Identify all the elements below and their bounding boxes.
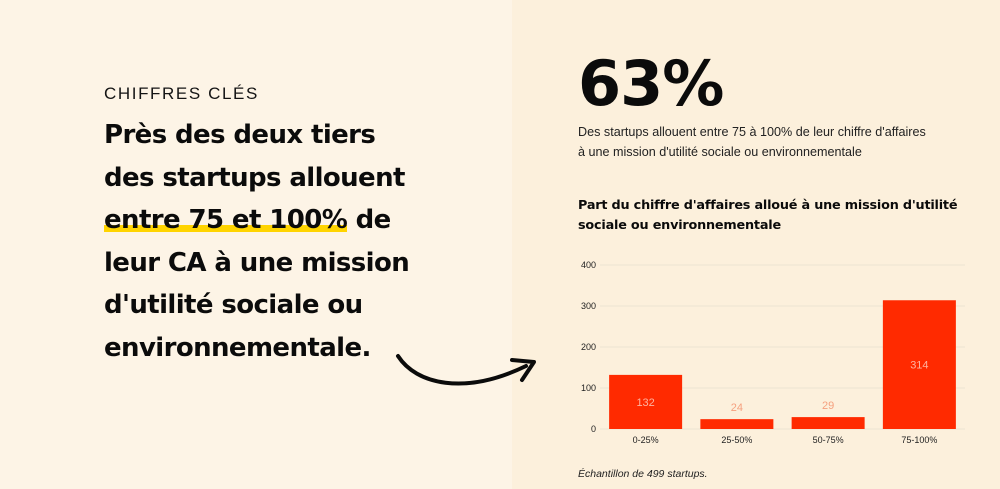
- headline-line-2: des startups allouent: [104, 162, 405, 193]
- bar-value-label: 132: [636, 397, 654, 409]
- left-panel: [0, 0, 512, 489]
- chart-title-line-2: sociale ou environnementale: [578, 218, 781, 233]
- chart-title-line-1: Part du chiffre d'affaires alloué à une …: [578, 198, 958, 213]
- bar-value-label: 24: [731, 402, 743, 414]
- headline: Près des deux tiers des startups allouen…: [104, 114, 434, 369]
- y-tick-label: 200: [581, 342, 596, 352]
- headline-highlight: entre 75 et 100%: [104, 205, 348, 235]
- headline-line-3-rest: de: [347, 205, 392, 235]
- bar: [700, 419, 774, 429]
- curved-arrow-right-icon: [396, 354, 536, 386]
- bar: [609, 374, 683, 429]
- y-tick-label: 100: [581, 383, 596, 393]
- bar-chart: 0 100 200 300 400 132 0-25% 24 25-50% 29 50-75% 314…: [581, 260, 965, 445]
- x-tick-label: 75-100%: [901, 435, 937, 445]
- headline-line-6: environnementale.: [104, 332, 371, 363]
- bar-value-label: 29: [822, 400, 834, 412]
- bar: [791, 417, 865, 429]
- eyebrow-label: CHIFFRES CLÉS: [104, 84, 259, 103]
- bar: [882, 300, 956, 429]
- chart-title: Part du chiffre d'affaires alloué à une …: [578, 196, 978, 236]
- stat-description-line-2: à une mission d'utilité sociale ou envir…: [578, 145, 862, 159]
- headline-line-1: Près des deux tiers: [104, 120, 376, 150]
- x-tick-label: 50-75%: [813, 435, 844, 445]
- stat-description-line-1: Des startups allouent entre 75 à 100% de…: [578, 125, 926, 139]
- x-tick-label: 25-50%: [721, 435, 752, 445]
- y-tick-label: 300: [581, 301, 596, 311]
- bar-value-label: 314: [910, 360, 928, 372]
- y-tick-label: 400: [581, 260, 596, 270]
- headline-line-5: d'utilité sociale ou: [104, 290, 363, 320]
- chart-footnote: Échantillon de 499 startups.: [578, 468, 708, 480]
- big-stat-value: 63%: [578, 47, 724, 120]
- y-tick-label: 0: [591, 424, 596, 434]
- stat-description: Des startups allouent entre 75 à 100% de…: [578, 122, 958, 162]
- headline-line-4: leur CA à une mission: [104, 247, 410, 278]
- x-tick-label: 0-25%: [633, 435, 659, 445]
